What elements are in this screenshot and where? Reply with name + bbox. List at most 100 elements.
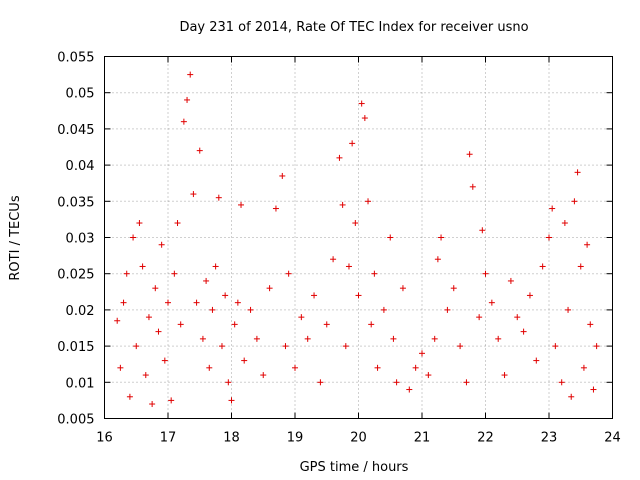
data-point — [241, 357, 248, 364]
data-point — [374, 364, 381, 371]
data-point — [565, 306, 572, 313]
data-point — [520, 328, 527, 335]
data-point — [142, 372, 149, 379]
x-tick-label: 22 — [477, 431, 494, 446]
x-tick-label: 16 — [96, 431, 113, 446]
x-tick-label: 19 — [287, 431, 304, 446]
data-point — [336, 154, 343, 161]
y-tick-label: 0.035 — [57, 195, 94, 210]
data-point — [285, 270, 292, 277]
data-point — [552, 343, 559, 350]
data-point — [228, 397, 235, 404]
data-point — [431, 335, 438, 342]
y-tick-label: 0.05 — [66, 87, 95, 102]
data-point — [253, 335, 260, 342]
data-point — [238, 201, 245, 208]
data-point — [568, 393, 575, 400]
data-point — [352, 220, 359, 227]
data-point — [133, 343, 140, 350]
data-point — [152, 285, 159, 292]
data-point — [304, 335, 311, 342]
data-point — [345, 263, 352, 270]
y-tick-label: 0.03 — [66, 232, 95, 247]
data-point — [120, 299, 127, 306]
x-tick-labels: 16 17 18 19 20 21 22 23 24 — [96, 431, 621, 446]
data-point — [571, 198, 578, 205]
data-point — [495, 335, 502, 342]
data-point — [438, 234, 445, 241]
data-point — [272, 205, 279, 212]
data-point — [282, 343, 289, 350]
y-tick-label: 0.025 — [57, 268, 94, 283]
data-point — [479, 227, 486, 234]
data-point — [199, 335, 206, 342]
data-point — [361, 115, 368, 122]
y-tick-label: 0.045 — [57, 123, 94, 138]
data-point — [225, 379, 232, 386]
y-tick-label: 0.02 — [66, 304, 95, 319]
data-point — [317, 379, 324, 386]
data-point — [574, 169, 581, 176]
data-point — [117, 364, 124, 371]
data-point — [371, 270, 378, 277]
data-point — [180, 118, 187, 125]
data-point — [145, 314, 152, 321]
data-point — [279, 172, 286, 179]
x-tick-label: 18 — [223, 431, 240, 446]
data-point — [561, 220, 568, 227]
data-point — [349, 140, 356, 147]
x-tick-label: 21 — [414, 431, 431, 446]
data-point — [419, 350, 425, 357]
data-point — [406, 386, 413, 393]
data-point — [184, 96, 191, 103]
data-point — [165, 299, 171, 306]
data-point — [476, 314, 483, 321]
data-points — [114, 71, 600, 408]
data-point — [469, 183, 476, 190]
data-point — [358, 100, 365, 107]
data-point — [434, 256, 441, 263]
data-point — [136, 220, 143, 227]
data-point — [584, 241, 591, 248]
data-point — [342, 343, 349, 350]
data-point — [177, 321, 184, 328]
data-point — [193, 299, 200, 306]
data-point — [155, 328, 162, 335]
data-point — [549, 205, 556, 212]
data-point — [234, 299, 241, 306]
data-point — [139, 263, 146, 270]
data-point — [266, 285, 273, 292]
data-point — [580, 364, 587, 371]
x-axis-label: GPS time / hours — [300, 460, 409, 475]
y-tick-label: 0.04 — [66, 159, 95, 174]
data-point — [546, 234, 552, 241]
data-point — [292, 364, 298, 371]
data-point — [593, 343, 600, 350]
y-tick-label: 0.015 — [57, 340, 94, 355]
data-point — [412, 364, 419, 371]
data-point — [482, 270, 489, 277]
data-point — [187, 71, 194, 78]
data-point — [399, 285, 406, 292]
x-tick-label: 23 — [541, 431, 558, 446]
data-point — [311, 292, 318, 299]
chart-title: Day 231 of 2014, Rate Of TEC Index for r… — [179, 20, 528, 35]
x-tick-label: 24 — [604, 431, 621, 446]
data-point — [215, 194, 222, 201]
data-point — [123, 270, 130, 277]
data-point — [590, 386, 597, 393]
data-point — [390, 335, 397, 342]
data-point — [247, 306, 254, 313]
data-point — [222, 292, 229, 299]
data-point — [463, 379, 470, 386]
data-point — [298, 314, 305, 321]
plot-frame — [104, 56, 613, 419]
data-point — [501, 372, 508, 379]
data-point — [323, 321, 330, 328]
data-point — [260, 372, 267, 379]
data-point — [539, 263, 546, 270]
data-point — [212, 263, 219, 270]
data-point — [209, 306, 216, 313]
data-point — [171, 270, 178, 277]
